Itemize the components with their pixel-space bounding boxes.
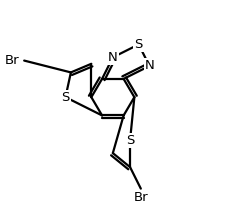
Text: S: S bbox=[125, 134, 134, 147]
Text: S: S bbox=[134, 38, 142, 51]
Text: Br: Br bbox=[5, 54, 20, 67]
Text: N: N bbox=[144, 60, 154, 72]
Text: S: S bbox=[61, 91, 69, 104]
Text: Br: Br bbox=[133, 191, 147, 204]
Text: N: N bbox=[107, 51, 117, 64]
